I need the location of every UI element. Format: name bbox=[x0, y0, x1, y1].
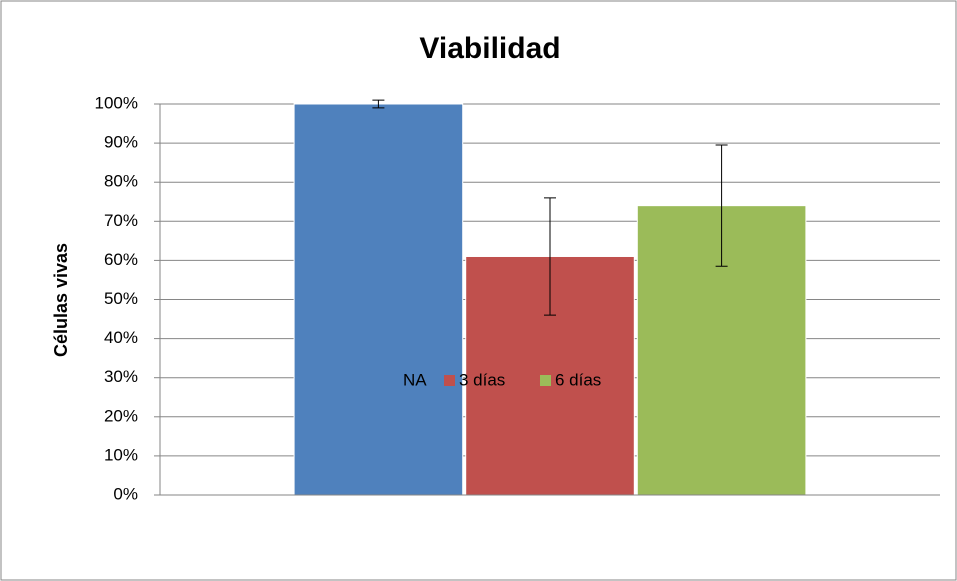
legend-label: 6 días bbox=[555, 370, 601, 389]
bar bbox=[293, 103, 464, 496]
y-tick-label: 50% bbox=[104, 289, 138, 308]
y-tick-label: 100% bbox=[95, 93, 138, 112]
y-tick-label: 60% bbox=[104, 250, 138, 269]
legend-swatch bbox=[444, 375, 455, 386]
y-tick-label: 80% bbox=[104, 172, 138, 191]
legend-label: NA bbox=[403, 370, 427, 389]
y-axis-label: Células vivas bbox=[51, 243, 71, 357]
y-tick-label: 20% bbox=[104, 406, 138, 425]
legend-swatch bbox=[540, 375, 551, 386]
chart-title: Viabilidad bbox=[419, 32, 560, 65]
legend-label: 3 días bbox=[459, 370, 505, 389]
error-bar bbox=[372, 99, 385, 109]
y-tick-label: 30% bbox=[104, 367, 138, 386]
y-tick-label: 70% bbox=[104, 211, 138, 230]
y-tick-label: 0% bbox=[113, 484, 138, 503]
error-bar bbox=[544, 197, 556, 316]
error-bar bbox=[715, 144, 728, 267]
y-tick-label: 10% bbox=[104, 445, 138, 464]
y-tick-label: 40% bbox=[104, 328, 138, 347]
legend-swatch bbox=[388, 375, 399, 386]
y-tick-label: 90% bbox=[104, 133, 138, 152]
